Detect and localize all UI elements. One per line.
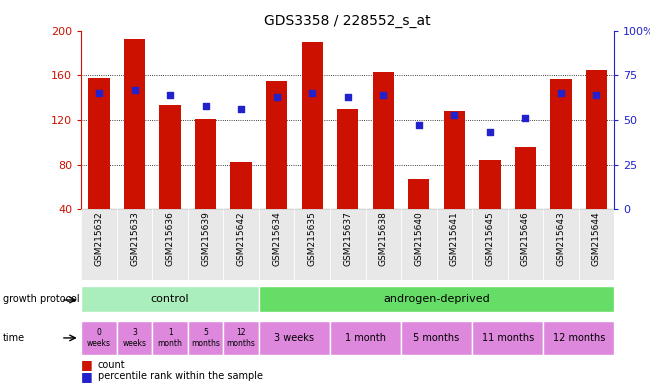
Text: 3 weeks: 3 weeks xyxy=(274,333,315,343)
Text: ■: ■ xyxy=(81,370,93,383)
Text: GSM215643: GSM215643 xyxy=(556,212,566,266)
Text: 1 month: 1 month xyxy=(345,333,386,343)
Point xyxy=(200,103,211,109)
Bar xyxy=(81,321,117,355)
Text: time: time xyxy=(3,333,25,343)
Bar xyxy=(231,162,252,254)
Text: GSM215642: GSM215642 xyxy=(237,212,246,266)
Point xyxy=(413,122,424,128)
Point xyxy=(94,90,104,96)
Text: growth protocol: growth protocol xyxy=(3,293,80,304)
Text: GSM215646: GSM215646 xyxy=(521,212,530,266)
Bar xyxy=(408,179,430,254)
Text: GSM215641: GSM215641 xyxy=(450,212,459,266)
Bar xyxy=(259,321,330,355)
Text: 0
weeks: 0 weeks xyxy=(87,328,111,348)
Bar xyxy=(337,109,358,254)
Bar xyxy=(479,160,501,254)
Bar xyxy=(266,81,287,254)
Bar xyxy=(88,78,110,254)
Bar xyxy=(294,209,330,280)
Bar xyxy=(472,209,508,280)
Bar xyxy=(401,209,437,280)
Title: GDS3358 / 228552_s_at: GDS3358 / 228552_s_at xyxy=(265,14,431,28)
Bar xyxy=(81,286,259,311)
Point xyxy=(272,94,282,100)
Text: GSM215635: GSM215635 xyxy=(307,212,317,266)
Point xyxy=(592,92,602,98)
Bar xyxy=(330,209,365,280)
Point xyxy=(556,90,566,96)
Bar xyxy=(224,209,259,280)
Bar xyxy=(472,321,543,355)
Bar xyxy=(81,209,117,280)
Point xyxy=(129,86,140,93)
Bar xyxy=(117,209,152,280)
Point xyxy=(165,92,176,98)
Bar xyxy=(437,209,472,280)
Text: 12 months: 12 months xyxy=(552,333,605,343)
Text: GSM215637: GSM215637 xyxy=(343,212,352,266)
Text: GSM215639: GSM215639 xyxy=(201,212,210,266)
Text: androgen-deprived: androgen-deprived xyxy=(384,293,490,304)
Bar xyxy=(444,111,465,254)
Bar xyxy=(401,321,472,355)
Text: percentile rank within the sample: percentile rank within the sample xyxy=(98,371,263,381)
Bar xyxy=(259,209,294,280)
Point xyxy=(485,129,495,136)
Bar xyxy=(578,209,614,280)
Point xyxy=(236,106,246,113)
Bar xyxy=(586,70,607,254)
Text: ■: ■ xyxy=(81,358,93,371)
Point xyxy=(520,115,530,121)
Point xyxy=(307,90,317,96)
Bar xyxy=(159,106,181,254)
Point xyxy=(343,94,353,100)
Text: control: control xyxy=(151,293,189,304)
Point xyxy=(449,112,460,118)
Text: GSM215645: GSM215645 xyxy=(486,212,495,266)
Text: 5
months: 5 months xyxy=(191,328,220,348)
Text: 3
weeks: 3 weeks xyxy=(123,328,146,348)
Text: GSM215632: GSM215632 xyxy=(94,212,103,266)
Bar xyxy=(543,209,578,280)
Bar xyxy=(124,38,145,254)
Bar xyxy=(152,209,188,280)
Bar xyxy=(543,321,614,355)
Text: GSM215634: GSM215634 xyxy=(272,212,281,266)
Text: GSM215636: GSM215636 xyxy=(166,212,175,266)
Text: GSM215640: GSM215640 xyxy=(414,212,423,266)
Bar xyxy=(224,321,259,355)
Bar xyxy=(330,321,401,355)
Text: 12
months: 12 months xyxy=(227,328,255,348)
Text: 5 months: 5 months xyxy=(413,333,460,343)
Bar xyxy=(188,209,224,280)
Text: count: count xyxy=(98,360,125,370)
Bar xyxy=(259,286,614,311)
Bar xyxy=(302,42,323,254)
Bar xyxy=(188,321,224,355)
Bar xyxy=(508,209,543,280)
Bar xyxy=(117,321,152,355)
Bar xyxy=(365,209,401,280)
Text: 1
month: 1 month xyxy=(158,328,183,348)
Text: GSM215638: GSM215638 xyxy=(379,212,388,266)
Bar xyxy=(372,72,394,254)
Text: GSM215633: GSM215633 xyxy=(130,212,139,266)
Text: GSM215644: GSM215644 xyxy=(592,212,601,266)
Bar xyxy=(195,119,216,254)
Text: 11 months: 11 months xyxy=(482,333,534,343)
Bar xyxy=(152,321,188,355)
Bar xyxy=(551,79,571,254)
Point xyxy=(378,92,389,98)
Bar xyxy=(515,147,536,254)
